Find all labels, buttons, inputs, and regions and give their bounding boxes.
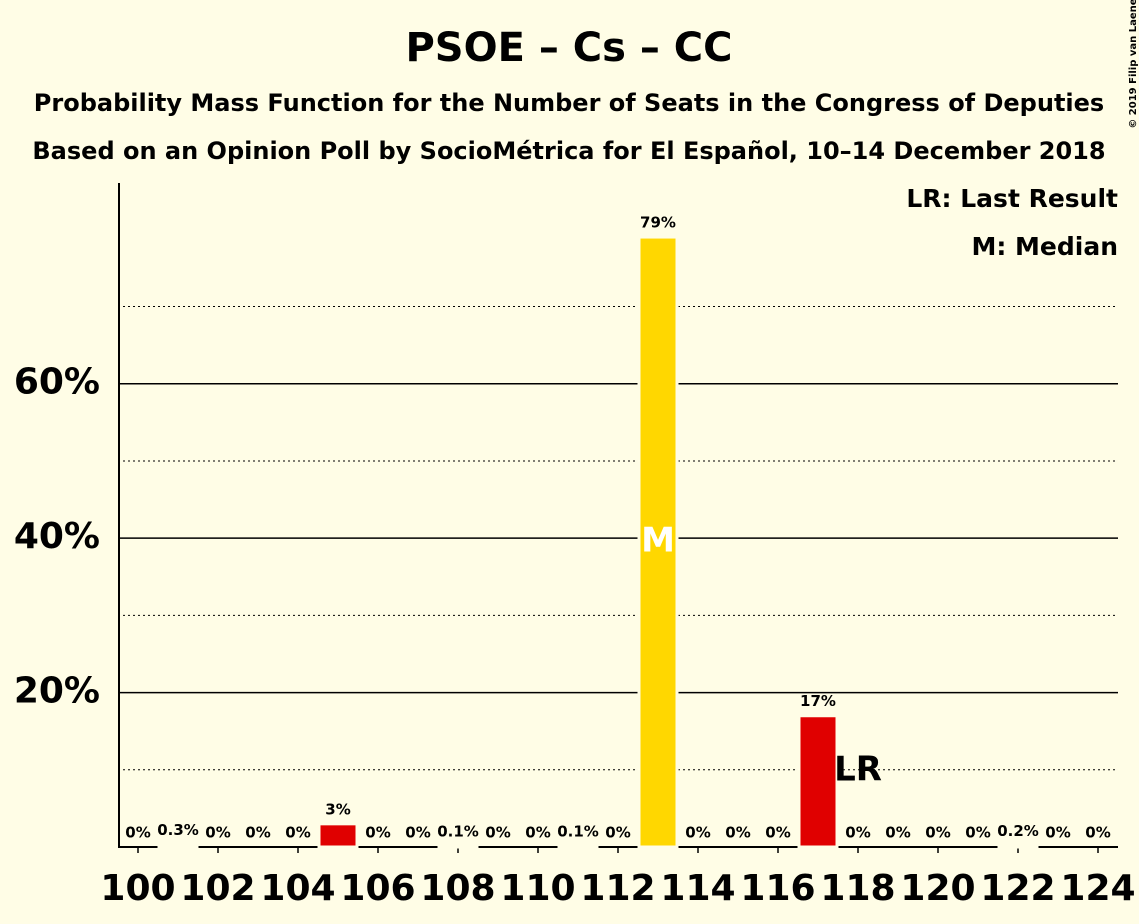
x-tick-label: 106 <box>340 868 415 909</box>
bar <box>437 844 479 849</box>
value-label: 0.1% <box>437 823 479 841</box>
value-label: 0% <box>845 824 870 842</box>
chart-subtitle: Based on an Opinion Poll by SocioMétrica… <box>32 137 1105 165</box>
bar <box>637 235 679 849</box>
x-tick-label: 118 <box>820 868 895 909</box>
value-label: 0.1% <box>557 823 599 841</box>
value-label: 0% <box>925 824 950 842</box>
value-label: 0.2% <box>997 822 1039 840</box>
bar <box>317 822 359 849</box>
median-marker: M <box>641 521 675 561</box>
value-label: 0% <box>965 824 990 842</box>
x-tick-label: 110 <box>500 868 575 909</box>
bar <box>557 844 599 849</box>
x-tick-label: 124 <box>1060 868 1135 909</box>
x-tick-label: 116 <box>740 868 815 909</box>
chart-subtitle: Probability Mass Function for the Number… <box>34 89 1104 117</box>
value-label: 0% <box>605 824 630 842</box>
x-tick-label: 120 <box>900 868 975 909</box>
bar <box>997 843 1039 849</box>
value-label: 0% <box>1085 824 1110 842</box>
value-label: 0% <box>245 824 270 842</box>
value-label: 0.3% <box>157 821 199 839</box>
value-label: 0% <box>485 824 510 842</box>
value-label: 0% <box>685 824 710 842</box>
copyright: © 2019 Filip van Laenen <box>1128 0 1139 129</box>
value-label: 0% <box>885 824 910 842</box>
last-result-marker: LR <box>834 750 882 790</box>
bar <box>797 714 839 849</box>
x-tick-label: 112 <box>580 868 655 909</box>
y-tick-label: 20% <box>14 671 100 712</box>
x-tick-label: 108 <box>420 868 495 909</box>
value-label: 0% <box>125 824 150 842</box>
bar <box>157 843 199 849</box>
x-tick-label: 104 <box>260 868 335 909</box>
value-label: 0% <box>285 824 310 842</box>
value-label: 0% <box>765 824 790 842</box>
legend-entry: LR: Last Result <box>906 184 1118 213</box>
x-tick-label: 122 <box>980 868 1055 909</box>
value-label: 17% <box>800 692 836 710</box>
value-label: 0% <box>365 824 390 842</box>
x-tick-label: 102 <box>180 868 255 909</box>
value-label: 0% <box>725 824 750 842</box>
y-tick-label: 40% <box>14 516 100 557</box>
y-tick-label: 60% <box>14 362 100 403</box>
value-label: 79% <box>640 214 676 232</box>
value-label: 0% <box>1045 824 1070 842</box>
value-label: 0% <box>405 824 430 842</box>
value-label: 0% <box>525 824 550 842</box>
value-label: 3% <box>325 800 350 818</box>
chart-title: PSOE – Cs – CC <box>405 25 732 71</box>
x-tick-label: 100 <box>100 868 175 909</box>
value-label: 0% <box>205 824 230 842</box>
x-tick-label: 114 <box>660 868 735 909</box>
legend-entry: M: Median <box>971 232 1118 261</box>
